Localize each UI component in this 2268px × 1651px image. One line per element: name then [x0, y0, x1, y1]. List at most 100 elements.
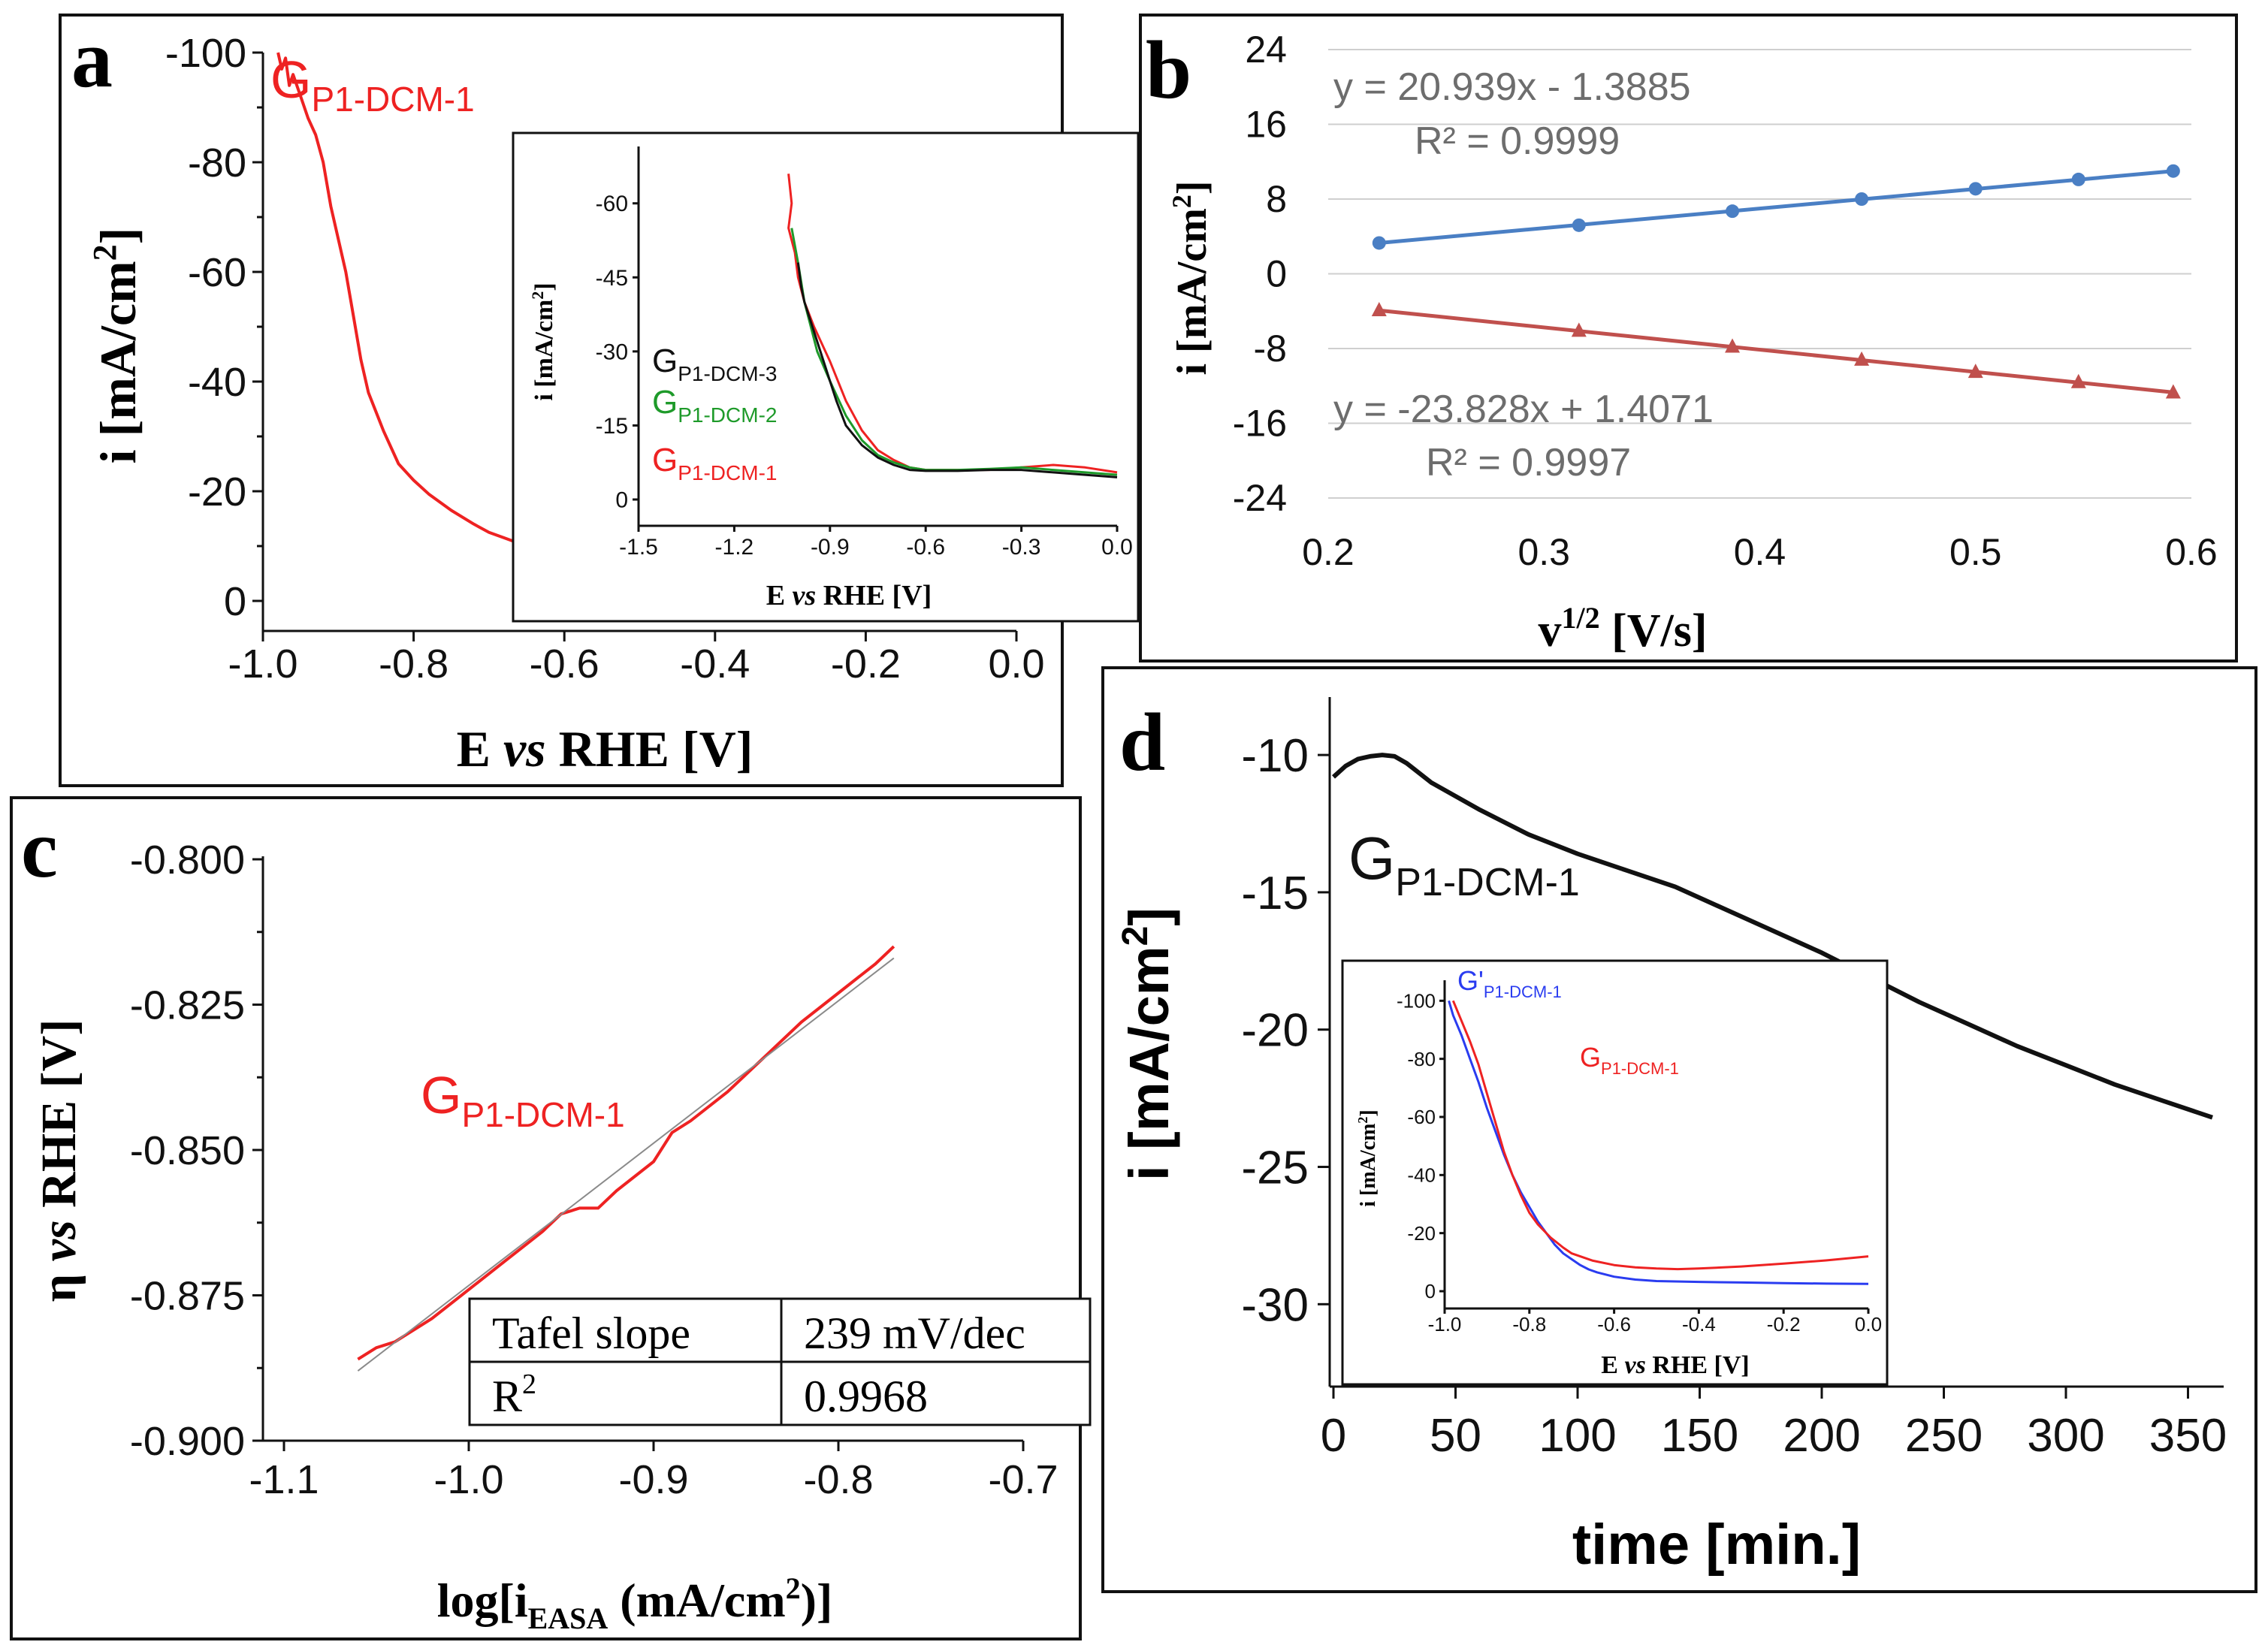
- panel-d-inset-ylabel-sup: 2: [1355, 1117, 1370, 1124]
- tafel-table-cell-0-0: Tafel slope: [492, 1308, 690, 1358]
- panel-b-r2-1: R² = 0.9999: [1415, 119, 1620, 163]
- panel-d-inset-label-1: GP1-DCM-1: [1580, 1042, 1679, 1078]
- panel-c-y-tick-label: -0.900: [130, 1419, 245, 1464]
- panel-a-y-tick-label: -40: [188, 360, 246, 405]
- panel-d-inset-y-tick-label: -20: [1407, 1222, 1436, 1245]
- panel-a-inset-y-tick-label: -45: [596, 266, 628, 291]
- panel-a-ylabel: i [mA/cm2]: [86, 228, 146, 464]
- panel-c: c -0.800 -0.825 -0.850 -0.875 -0.900-1.1 -1.0…: [10, 796, 1092, 1640]
- panel-d-x-tick-label: 100: [1539, 1410, 1616, 1462]
- panel-d-x-tick-label: 150: [1661, 1410, 1738, 1462]
- panel-b-y-tick-label: 24: [1245, 29, 1287, 71]
- panel-a-y-tick-label: -100: [165, 31, 246, 76]
- panel-a-x-tick-label: -0.4: [680, 641, 750, 687]
- panel-c-ylabel: η vs RHE [V]: [32, 1019, 86, 1302]
- panel-a-y-tick-label: 0: [224, 579, 246, 624]
- panel-c-y-tick-label: -0.825: [130, 983, 245, 1028]
- panel-a-inset-y-tick-label: -60: [596, 192, 628, 216]
- panel-a-inset-ylabel: i [mA/cm2]: [528, 282, 558, 400]
- panel-d-axes: -10 -15 -20 -25 -30 0 50 100 150 200 250 300 350: [1241, 697, 2227, 1462]
- panel-c-label: c: [21, 803, 58, 895]
- panel-c-series-1-line: [357, 957, 895, 1372]
- panel-d-x-tick-label: 250: [1905, 1410, 1983, 1462]
- panel-d-series-0-line: [1331, 753, 2213, 1120]
- panel-d-inset-y-tick-label: 0: [1425, 1280, 1436, 1302]
- panel-d-frame: [1101, 666, 2257, 1593]
- panel-d-inset-x-tick-label: 0.0: [1855, 1313, 1882, 1336]
- panel-b-series-1-point: [1571, 322, 1587, 337]
- panel-c-series-0-line: [357, 945, 895, 1361]
- panel-b-ylabel-sup: 2: [1167, 195, 1197, 208]
- panel-a-inset-label-main: G: [652, 442, 678, 478]
- panel-d-inset-xlabel: E vs RHE [V]: [1601, 1351, 1749, 1379]
- panel-d-inset-label-sub: P1-DCM-1: [1601, 1059, 1679, 1078]
- panel-c-axes: -0.800 -0.825 -0.850 -0.875 -0.900-1.1 -1.0 -0…: [130, 838, 1059, 1502]
- panel-b-xlabel: v1/2 [V/s]: [1538, 601, 1707, 656]
- panel-d-y-tick-label: -30: [1241, 1279, 1309, 1331]
- panel-b-xlabel-end: [V/s]: [1600, 605, 1708, 656]
- tafel-table-r2-sup: 2: [522, 1369, 536, 1400]
- panel-d-inset-series-1-line: [1451, 1000, 1869, 1271]
- panel-b-eq-2: y = -23.828x + 1.4071: [1333, 388, 1714, 431]
- panel-d-inset-x-tick-label: -0.4: [1682, 1313, 1716, 1336]
- panel-b-x-tick-label: 0.3: [1518, 531, 1570, 573]
- panel-a-inset-label-main: G: [652, 384, 678, 421]
- panel-d-label-g: G: [1348, 825, 1395, 892]
- panel-d-inset-label-main: G: [1580, 1042, 1601, 1073]
- panel-a-inset: -1.5 -1.2 -0.9 -0.6 -0.3 0.0 0 -15 -30 -45 -60: [596, 146, 1133, 560]
- panel-d-inset-ylabel-end: ]: [1357, 1109, 1380, 1116]
- panel-c-x-tick-label: -0.7: [988, 1457, 1058, 1502]
- panel-b-series-0-point: [1572, 218, 1586, 232]
- panel-a-label-sub: P1-DCM-1: [311, 80, 474, 119]
- panel-a-x-tick-label: 0.0: [988, 641, 1044, 687]
- panel-c-frame: [10, 796, 1082, 1640]
- panel-a-inset-xlabel-vs: vs: [793, 580, 817, 611]
- panel-b-series-0-point: [1968, 182, 1983, 196]
- panel-b-x-tick-label: 0.5: [1949, 531, 2002, 573]
- panel-b-series-0-point: [2166, 164, 2180, 178]
- panel-d-inset-y-tick-label: -60: [1407, 1106, 1436, 1128]
- panel-d-inset: -1.0 -0.8 -0.6 -0.4 -0.2 0.0 0 -20 -40 -60 -80 -100: [1397, 980, 1882, 1336]
- panel-c-series-label: GP1-DCM-1: [421, 1066, 625, 1134]
- panel-d-x-tick-label: 200: [1783, 1410, 1860, 1462]
- panel-b-y-tick-label: -24: [1233, 477, 1287, 519]
- panel-a-y-tick-label: -20: [188, 469, 246, 515]
- tafel-table-cell-0-1: 239 mV/dec: [804, 1308, 1025, 1358]
- panel-c-x-tick-label: -0.8: [803, 1457, 873, 1502]
- panel-d-inset-label-sub: P1-DCM-1: [1484, 982, 1562, 1001]
- panel-d: d -10 -15 -20 -25 -30 0 50 100 150 200 250 300 350 t…: [1101, 666, 2257, 1593]
- panel-d-inset-y-tick-label: -40: [1407, 1164, 1436, 1186]
- panel-b-series-0-point: [1372, 236, 1386, 250]
- panel-a-label-g: G: [270, 50, 311, 109]
- panel-d-ylabel-end: ]: [1118, 907, 1180, 926]
- panel-a-inset-x-tick-label: 0.0: [1101, 535, 1133, 560]
- panel-d-inset-y-tick-label: -80: [1407, 1048, 1436, 1070]
- panel-d-label: d: [1119, 696, 1165, 788]
- panel-d-x-tick-label: 50: [1430, 1410, 1481, 1462]
- panel-d-series-label: GP1-DCM-1: [1348, 825, 1580, 904]
- panel-a-inset-series-2-line: [796, 262, 1118, 478]
- panel-d-label-sub: P1-DCM-1: [1395, 861, 1580, 904]
- panel-a-inset-y-tick-label: 0: [615, 488, 628, 513]
- panel-b-x-tick-label: 0.6: [2165, 531, 2218, 573]
- panel-b-x-tick-label: 0.4: [1734, 531, 1786, 573]
- panel-a-y-tick-label: -80: [188, 140, 246, 186]
- panel-d-inset-label-main: G': [1457, 965, 1484, 996]
- panel-b-y-tick-label: -8: [1254, 327, 1287, 370]
- panel-a-inset-label-1: GP1-DCM-2: [652, 384, 777, 427]
- panel-a-x-tick-label: -0.8: [379, 641, 448, 687]
- panel-a-inset-xlabel: E vs RHE [V]: [766, 580, 932, 611]
- panel-a-inset-label-0: GP1-DCM-3: [652, 343, 777, 385]
- panel-c-x-tick-label: -1.0: [433, 1457, 503, 1502]
- panel-a-series-label: GP1-DCM-1: [270, 50, 475, 119]
- panel-b-series-1-point: [1968, 364, 1983, 379]
- panel-a-label: a: [71, 13, 113, 104]
- panel-d-inset-x-tick-label: -0.8: [1512, 1313, 1546, 1336]
- panel-a-inset-x-tick-label: -1.2: [715, 535, 754, 560]
- panel-a-inset-label-sub: P1-DCM-1: [678, 461, 777, 484]
- panel-a-xlabel-vs: vs: [503, 720, 546, 777]
- panel-b-series-0-point: [1726, 204, 1740, 219]
- panel-a-inset-ylabel-end: ]: [530, 282, 558, 291]
- panel-c-xlabel-sup: 2: [786, 1571, 801, 1605]
